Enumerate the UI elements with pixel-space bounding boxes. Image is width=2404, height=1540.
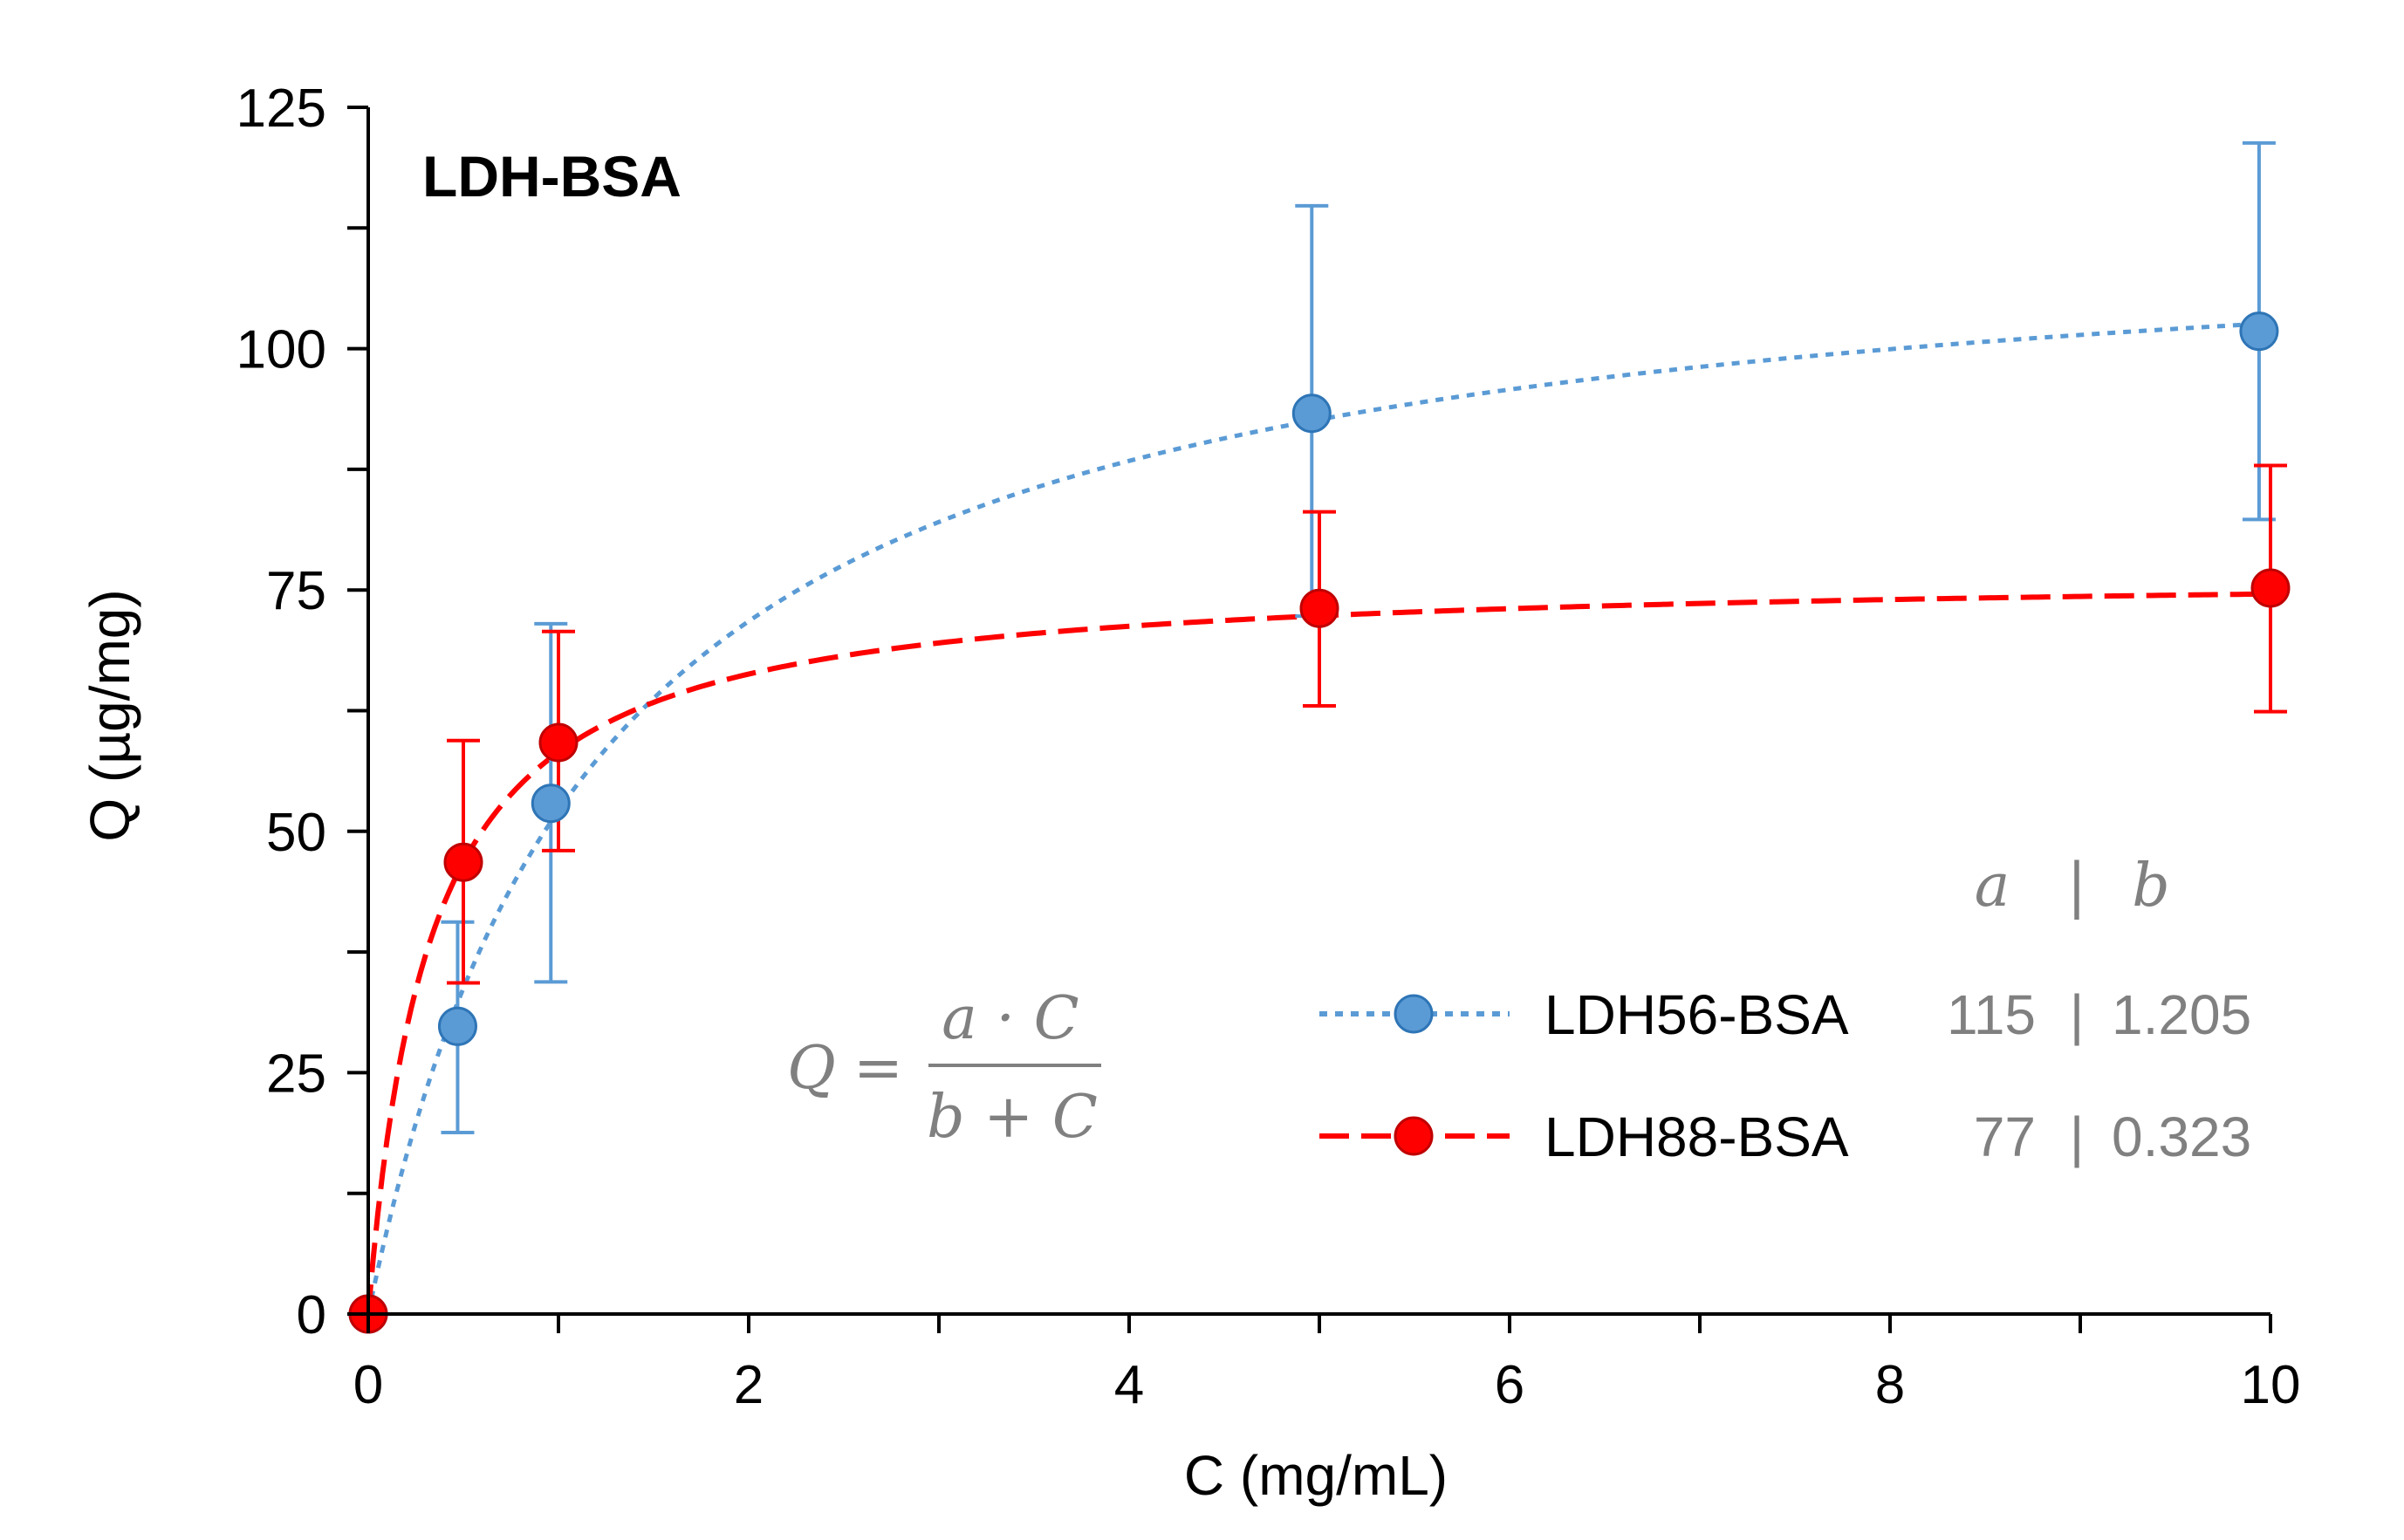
legend-param-b-ldh88: 0.323: [2112, 1105, 2251, 1168]
data-markers: [348, 311, 2291, 1334]
data-point-ldh56-bsa: [531, 784, 571, 824]
equation-numerator: a · C: [942, 984, 1079, 1053]
legend-marker-ldh56: [1394, 994, 1434, 1034]
y-tick-label: 125: [236, 79, 326, 139]
x-tick-label: 2: [734, 1355, 764, 1415]
equation-lhs: Q: [787, 1034, 836, 1103]
params-header-b: b: [2132, 852, 2170, 921]
y-axis-ticks: 0 25 50 75 100 125: [236, 79, 368, 1345]
data-point-ldh56-bsa: [437, 1006, 477, 1046]
y-tick-label: 50: [266, 803, 326, 863]
legend: LDH56-BSA 115 | 1.205 LDH88-BSA 77 | 0.3…: [1319, 983, 2251, 1168]
legend-label-ldh88: LDH88-BSA: [1544, 1105, 1849, 1168]
data-point-ldh56-bsa: [1291, 394, 1332, 434]
y-tick-label: 100: [236, 320, 326, 380]
legend-marker-ldh88: [1394, 1116, 1434, 1156]
legend-param-sep-ldh88: |: [2070, 1105, 2085, 1168]
chart-title: LDH-BSA: [422, 144, 681, 209]
params-header-sep: |: [2067, 852, 2087, 921]
x-axis-title: C (mg/mL): [1184, 1444, 1448, 1507]
params-header-a: a: [1975, 852, 2010, 921]
x-tick-label: 10: [2241, 1355, 2301, 1415]
legend-param-a-ldh56: 115: [1947, 983, 2036, 1046]
equation-denominator: b + C: [927, 1083, 1098, 1152]
data-point-ldh56-bsa: [2239, 311, 2279, 352]
y-tick-label: 75: [266, 561, 326, 621]
x-tick-label: 0: [353, 1355, 383, 1415]
legend-label-ldh56: LDH56-BSA: [1544, 983, 1849, 1046]
legend-param-sep-ldh56: |: [2070, 983, 2085, 1046]
data-point-ldh88-bsa: [1299, 588, 1339, 628]
data-point-ldh88-bsa: [538, 722, 579, 763]
legend-param-a-ldh88: 77: [1974, 1105, 2036, 1168]
y-tick-label: 0: [297, 1285, 326, 1345]
data-point-ldh88-bsa: [2250, 568, 2291, 608]
y-axis-title: Q (µg/mg): [79, 589, 141, 841]
x-tick-label: 6: [1495, 1355, 1524, 1415]
x-tick-label: 4: [1114, 1355, 1144, 1415]
legend-param-b-ldh56: 1.205: [2112, 983, 2251, 1046]
plot-area: [348, 140, 2291, 1334]
x-tick-label: 8: [1875, 1355, 1905, 1415]
equation-equals: =: [853, 1034, 903, 1103]
data-point-ldh88-bsa: [443, 842, 483, 882]
x-axis-ticks: 0 2 4 6 8 10: [353, 1314, 2301, 1415]
params-header: a | b: [1975, 852, 2170, 921]
legend-entry-ldh88: LDH88-BSA 77 | 0.323: [1319, 1105, 2251, 1168]
legend-entry-ldh56: LDH56-BSA 115 | 1.205: [1319, 983, 2251, 1046]
equation-annotation: Q = a · C b + C: [787, 984, 1101, 1152]
axes: 0 25 50 75 100 125 0 2 4 6 8 10: [236, 79, 2301, 1415]
y-tick-label: 25: [266, 1044, 326, 1104]
